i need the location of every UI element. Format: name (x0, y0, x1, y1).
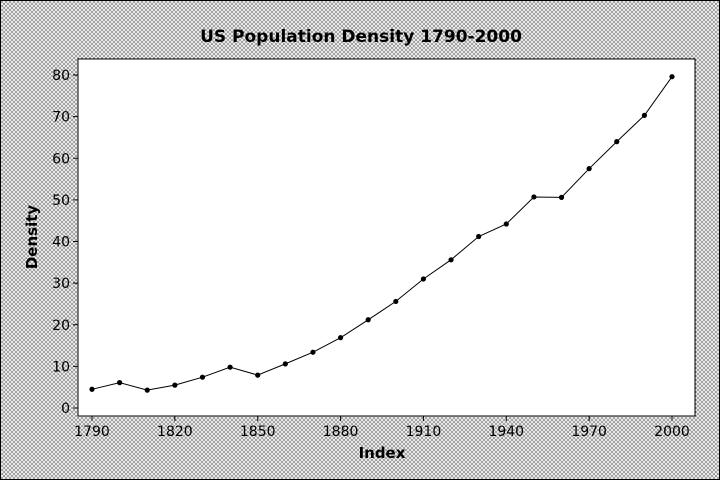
x-tick-label: 1910 (406, 424, 442, 440)
y-tick-label: 80 (52, 68, 70, 84)
y-tick-label: 30 (52, 276, 70, 292)
series-markers (89, 74, 675, 393)
x-tick-label: 2000 (654, 424, 690, 440)
data-point (282, 361, 288, 367)
data-point (337, 335, 344, 341)
data-point (227, 364, 233, 370)
data-point (614, 139, 620, 145)
data-point (558, 194, 565, 200)
data-point (420, 276, 427, 282)
x-tick-label: 1820 (157, 424, 193, 440)
y-tick-label: 60 (52, 151, 70, 167)
data-point (255, 372, 261, 378)
x-tick-label: 1880 (323, 424, 359, 440)
data-point (641, 112, 647, 118)
data-point (503, 221, 509, 227)
data-point (531, 194, 537, 200)
plot-area (77, 58, 696, 417)
x-tick-label: 1850 (240, 424, 276, 440)
x-tick-label: 1940 (488, 424, 524, 440)
data-point (669, 74, 675, 80)
data-point (365, 317, 371, 323)
y-tick-label: 50 (52, 193, 70, 209)
y-axis: 0 10 20 30 40 50 60 70 80 (52, 68, 78, 417)
y-tick-label: 20 (52, 318, 70, 334)
x-tick-label: 1790 (74, 424, 110, 440)
y-tick-label: 0 (61, 401, 70, 417)
y-axis-label: Density (23, 205, 41, 270)
data-point (199, 374, 206, 380)
series-line (91, 76, 673, 391)
chart-title: US Population Density 1790-2000 (200, 27, 522, 47)
y-tick-label: 10 (52, 359, 70, 375)
x-tick-label: 1970 (571, 424, 607, 440)
data-point (89, 386, 95, 392)
y-tick-label: 40 (52, 235, 70, 251)
data-point (310, 349, 316, 355)
data-point (586, 166, 592, 172)
data-point (117, 380, 123, 386)
data-point (476, 233, 482, 240)
y-tick-label: 70 (52, 110, 70, 126)
data-point (393, 298, 399, 305)
data-point (144, 387, 150, 393)
x-axis-label: Index (359, 444, 406, 462)
x-axis: 1790 1820 1850 1880 1910 1940 1970 2000 (74, 416, 690, 440)
data-point (448, 257, 454, 263)
data-point (172, 382, 178, 388)
